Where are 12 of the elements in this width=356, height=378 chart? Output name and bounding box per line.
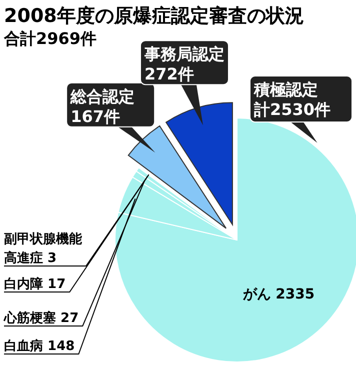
- slice-label: がん 2335: [242, 286, 315, 303]
- chart-subtitle: 合計2969件: [3, 29, 97, 48]
- data-label: 272件: [144, 64, 194, 84]
- data-label: 167件: [70, 106, 120, 126]
- slice-label: 心筋梗塞 27: [3, 310, 79, 326]
- slice-label: 白内障 17: [4, 276, 66, 292]
- slice-label: 事務局認定: [143, 44, 224, 64]
- slice-label: 副甲状腺機能高進症 3: [4, 231, 83, 266]
- slice-label: 総合認定: [70, 86, 135, 106]
- callout-annotation: 積極認定計2530件: [250, 76, 352, 143]
- slice-label: 白血病 148: [4, 338, 75, 354]
- chart-title: 2008年度の原爆症認定審査の状況: [4, 5, 304, 27]
